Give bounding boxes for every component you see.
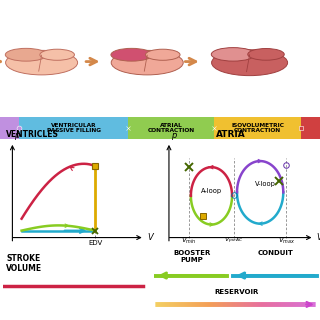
- Bar: [214, 117, 301, 139]
- Ellipse shape: [5, 48, 47, 61]
- Bar: [301, 117, 320, 139]
- Text: VENTRICULAR
PASSIVE FILLING: VENTRICULAR PASSIVE FILLING: [47, 123, 100, 133]
- Text: RESERVOIR: RESERVOIR: [215, 289, 259, 295]
- Ellipse shape: [111, 48, 152, 61]
- Ellipse shape: [111, 50, 183, 75]
- Text: $V_{preAC}$: $V_{preAC}$: [224, 236, 244, 246]
- Ellipse shape: [40, 49, 75, 60]
- Ellipse shape: [6, 50, 77, 75]
- Text: ISOVOLUMETRIC
CONTRACTION: ISOVOLUMETRIC CONTRACTION: [231, 123, 284, 133]
- Text: $V_{max}$: $V_{max}$: [278, 236, 295, 246]
- Text: CONDUIT: CONDUIT: [257, 250, 293, 256]
- Text: $V_{min}$: $V_{min}$: [181, 236, 197, 246]
- Text: A-loop: A-loop: [201, 188, 222, 195]
- Text: BOOSTER
PUMP: BOOSTER PUMP: [173, 250, 211, 263]
- Text: V-loop: V-loop: [255, 181, 276, 187]
- Text: VENTRICLES: VENTRICLES: [5, 130, 58, 139]
- Ellipse shape: [248, 49, 284, 60]
- Text: EDV: EDV: [88, 240, 102, 246]
- Bar: [0, 117, 19, 139]
- Text: p: p: [14, 131, 20, 140]
- Text: V: V: [317, 233, 320, 242]
- Ellipse shape: [146, 49, 180, 60]
- Text: V: V: [147, 233, 153, 242]
- Bar: [19, 117, 128, 139]
- Text: ATRIA: ATRIA: [216, 130, 245, 139]
- Text: ATRIAL
CONTRACTION: ATRIAL CONTRACTION: [148, 123, 195, 133]
- Ellipse shape: [211, 48, 255, 61]
- Text: p: p: [171, 131, 176, 140]
- Ellipse shape: [212, 50, 288, 76]
- Bar: [128, 117, 214, 139]
- Text: STROKE
VOLUME: STROKE VOLUME: [6, 253, 42, 273]
